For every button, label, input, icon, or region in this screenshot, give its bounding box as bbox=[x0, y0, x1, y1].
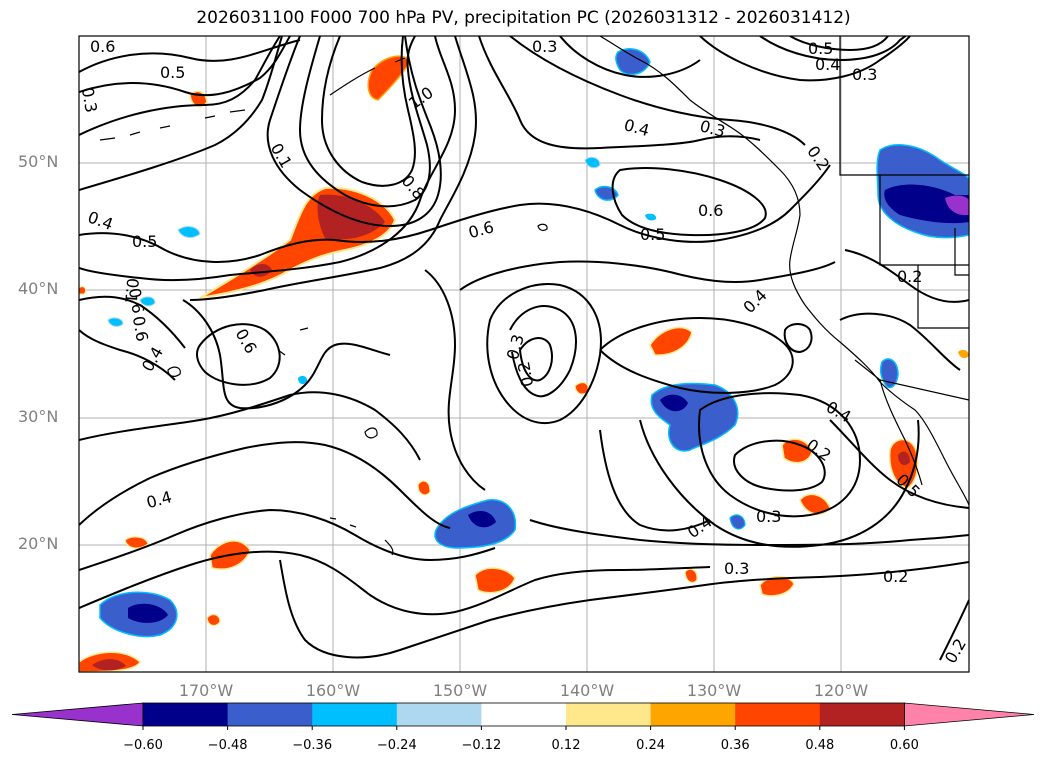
svg-text:0.3: 0.3 bbox=[756, 507, 781, 526]
svg-text:0.6: 0.6 bbox=[129, 315, 152, 343]
colorbar-tick-label: 0.36 bbox=[720, 738, 750, 753]
precip-negative-core bbox=[884, 184, 969, 224]
precip-positive-patch bbox=[79, 286, 87, 295]
colorbar-segment bbox=[143, 703, 229, 726]
lat-label-30n: 30°N bbox=[18, 407, 59, 426]
svg-text:0.3: 0.3 bbox=[852, 65, 877, 84]
precip-positive-patch bbox=[958, 349, 969, 359]
precip-positive-patch bbox=[367, 55, 411, 101]
colorbar-extend-low bbox=[11, 702, 144, 727]
lat-label-50n: 50°N bbox=[18, 152, 59, 171]
lon-label-120w: 120°W bbox=[813, 681, 869, 700]
svg-text:0.3: 0.3 bbox=[532, 37, 557, 56]
svg-text:0.5: 0.5 bbox=[132, 232, 157, 251]
colorbar-segment bbox=[566, 703, 652, 726]
lon-label-170w: 170°W bbox=[178, 681, 234, 700]
precip-positive-patch bbox=[474, 567, 516, 594]
svg-text:0.2: 0.2 bbox=[514, 360, 537, 388]
precip-negative-extreme bbox=[945, 195, 969, 216]
lat-label-40n: 40°N bbox=[18, 279, 59, 298]
svg-text:0.6: 0.6 bbox=[125, 287, 148, 315]
precip-negative-patch bbox=[107, 317, 124, 327]
lon-label-130w: 130°W bbox=[686, 681, 742, 700]
lon-label-140w: 140°W bbox=[559, 681, 615, 700]
svg-text:0.5: 0.5 bbox=[808, 39, 833, 58]
colorbar-segment bbox=[481, 703, 567, 726]
colorbar-tick-label: −0.24 bbox=[376, 738, 417, 753]
colorbar-extend-high bbox=[904, 702, 1035, 727]
svg-text:0.1: 0.1 bbox=[121, 277, 142, 304]
svg-text:0.3: 0.3 bbox=[78, 86, 101, 114]
precip-negative-core bbox=[468, 510, 496, 528]
colorbar bbox=[11, 702, 1035, 730]
svg-text:0.6: 0.6 bbox=[698, 201, 723, 220]
map-frame bbox=[78, 35, 970, 673]
precip-positive-core bbox=[898, 451, 910, 466]
colorbar-tick-label: 0.12 bbox=[551, 738, 581, 753]
lon-label-150w: 150°W bbox=[432, 681, 488, 700]
svg-text:0.5: 0.5 bbox=[640, 225, 665, 244]
lon-label-160w: 160°W bbox=[305, 681, 361, 700]
colorbar-outline bbox=[142, 702, 905, 727]
precip-negative-core bbox=[660, 394, 688, 412]
colorbar-tick-label: −0.60 bbox=[123, 738, 163, 753]
svg-text:0.4: 0.4 bbox=[815, 55, 840, 74]
precip-positive-patch bbox=[417, 480, 431, 496]
colorbar-segment bbox=[312, 703, 398, 726]
precip-negative-patch bbox=[645, 213, 657, 221]
precip-negative-patch bbox=[139, 296, 156, 307]
precip-positive-core bbox=[317, 194, 385, 240]
colorbar-tick-label: −0.12 bbox=[461, 738, 502, 753]
coastlines bbox=[99, 36, 969, 556]
colorbar-segment bbox=[735, 703, 821, 726]
colorbar-tick-label: 0.48 bbox=[805, 738, 835, 753]
colorbar-tick-label: −0.36 bbox=[292, 738, 333, 753]
precip-positive-patch bbox=[124, 536, 149, 549]
precip-negative-patch bbox=[177, 226, 201, 238]
colorbar-segment bbox=[396, 703, 482, 726]
precip-negative-patch bbox=[615, 48, 651, 76]
svg-text:0.3: 0.3 bbox=[724, 559, 749, 578]
lat-label-20n: 20°N bbox=[18, 534, 59, 553]
svg-text:0.5: 0.5 bbox=[160, 63, 185, 82]
svg-text:0.6: 0.6 bbox=[90, 37, 115, 56]
precip-negative-patch bbox=[584, 156, 601, 169]
precip-negative-patch bbox=[879, 358, 899, 389]
precip-negative-patch bbox=[729, 514, 746, 530]
precip-positive-core bbox=[92, 659, 126, 671]
map-title: 2026031100 F000 700 hPa PV, precipitatio… bbox=[196, 8, 851, 28]
colorbar-tick-label: 0.60 bbox=[889, 738, 919, 753]
colorbar-segment bbox=[227, 703, 313, 726]
colorbar-tick-label: −0.48 bbox=[207, 738, 248, 753]
precip-positive-patch bbox=[649, 326, 693, 356]
pv-contours bbox=[79, 36, 969, 661]
colorbar-tick-label: 0.24 bbox=[636, 738, 666, 753]
precip-negative-core bbox=[128, 603, 168, 623]
colorbar-segment bbox=[650, 703, 736, 726]
svg-text:0.2: 0.2 bbox=[897, 267, 922, 286]
svg-text:0.2: 0.2 bbox=[883, 567, 908, 586]
colorbar-segment bbox=[819, 703, 905, 726]
precip-negative-patch bbox=[298, 375, 308, 385]
precip-positive-patch bbox=[684, 568, 698, 583]
precip-positive-patch bbox=[206, 613, 221, 627]
